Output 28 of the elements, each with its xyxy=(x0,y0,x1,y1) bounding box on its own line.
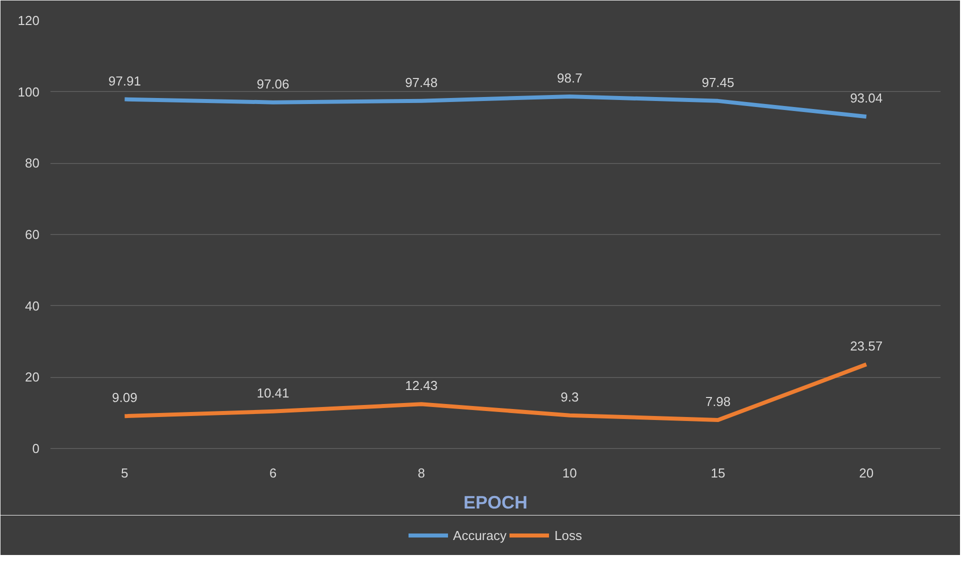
data-label: 9.3 xyxy=(560,389,579,404)
data-label: 23.57 xyxy=(850,338,883,354)
data-label: 12.43 xyxy=(405,378,438,394)
x-tick-label: 6 xyxy=(269,466,277,480)
y-tick-label: 40 xyxy=(25,298,40,314)
data-label: 97.45 xyxy=(702,74,734,90)
data-label: 10.41 xyxy=(256,385,290,400)
y-tick-label: 120 xyxy=(18,13,40,28)
data-label: 97.91 xyxy=(108,73,141,88)
x-tick-label: 15 xyxy=(710,466,726,480)
y-tick-label: 100 xyxy=(18,84,40,100)
legend-label: Loss xyxy=(554,528,582,542)
x-tick-label: 10 xyxy=(562,466,577,480)
data-label: 97.06 xyxy=(256,76,290,92)
x-tick-label: 8 xyxy=(418,466,425,480)
data-label: 98.7 xyxy=(557,70,582,86)
data-label: 7.98 xyxy=(705,394,731,410)
y-tick-label: 60 xyxy=(25,227,40,242)
y-tick-label: 0 xyxy=(32,441,40,456)
data-label: 93.04 xyxy=(850,90,883,106)
y-tick-label: 20 xyxy=(25,370,40,385)
x-tick-label: 5 xyxy=(121,466,128,480)
y-tick-label: 80 xyxy=(25,156,40,171)
data-label: 97.48 xyxy=(405,74,438,90)
legend-label: Accuracy xyxy=(453,528,506,542)
x-tick-label: 20 xyxy=(859,466,874,480)
data-label: 9.09 xyxy=(112,390,138,406)
x-axis-title: EPOCH xyxy=(463,492,528,512)
